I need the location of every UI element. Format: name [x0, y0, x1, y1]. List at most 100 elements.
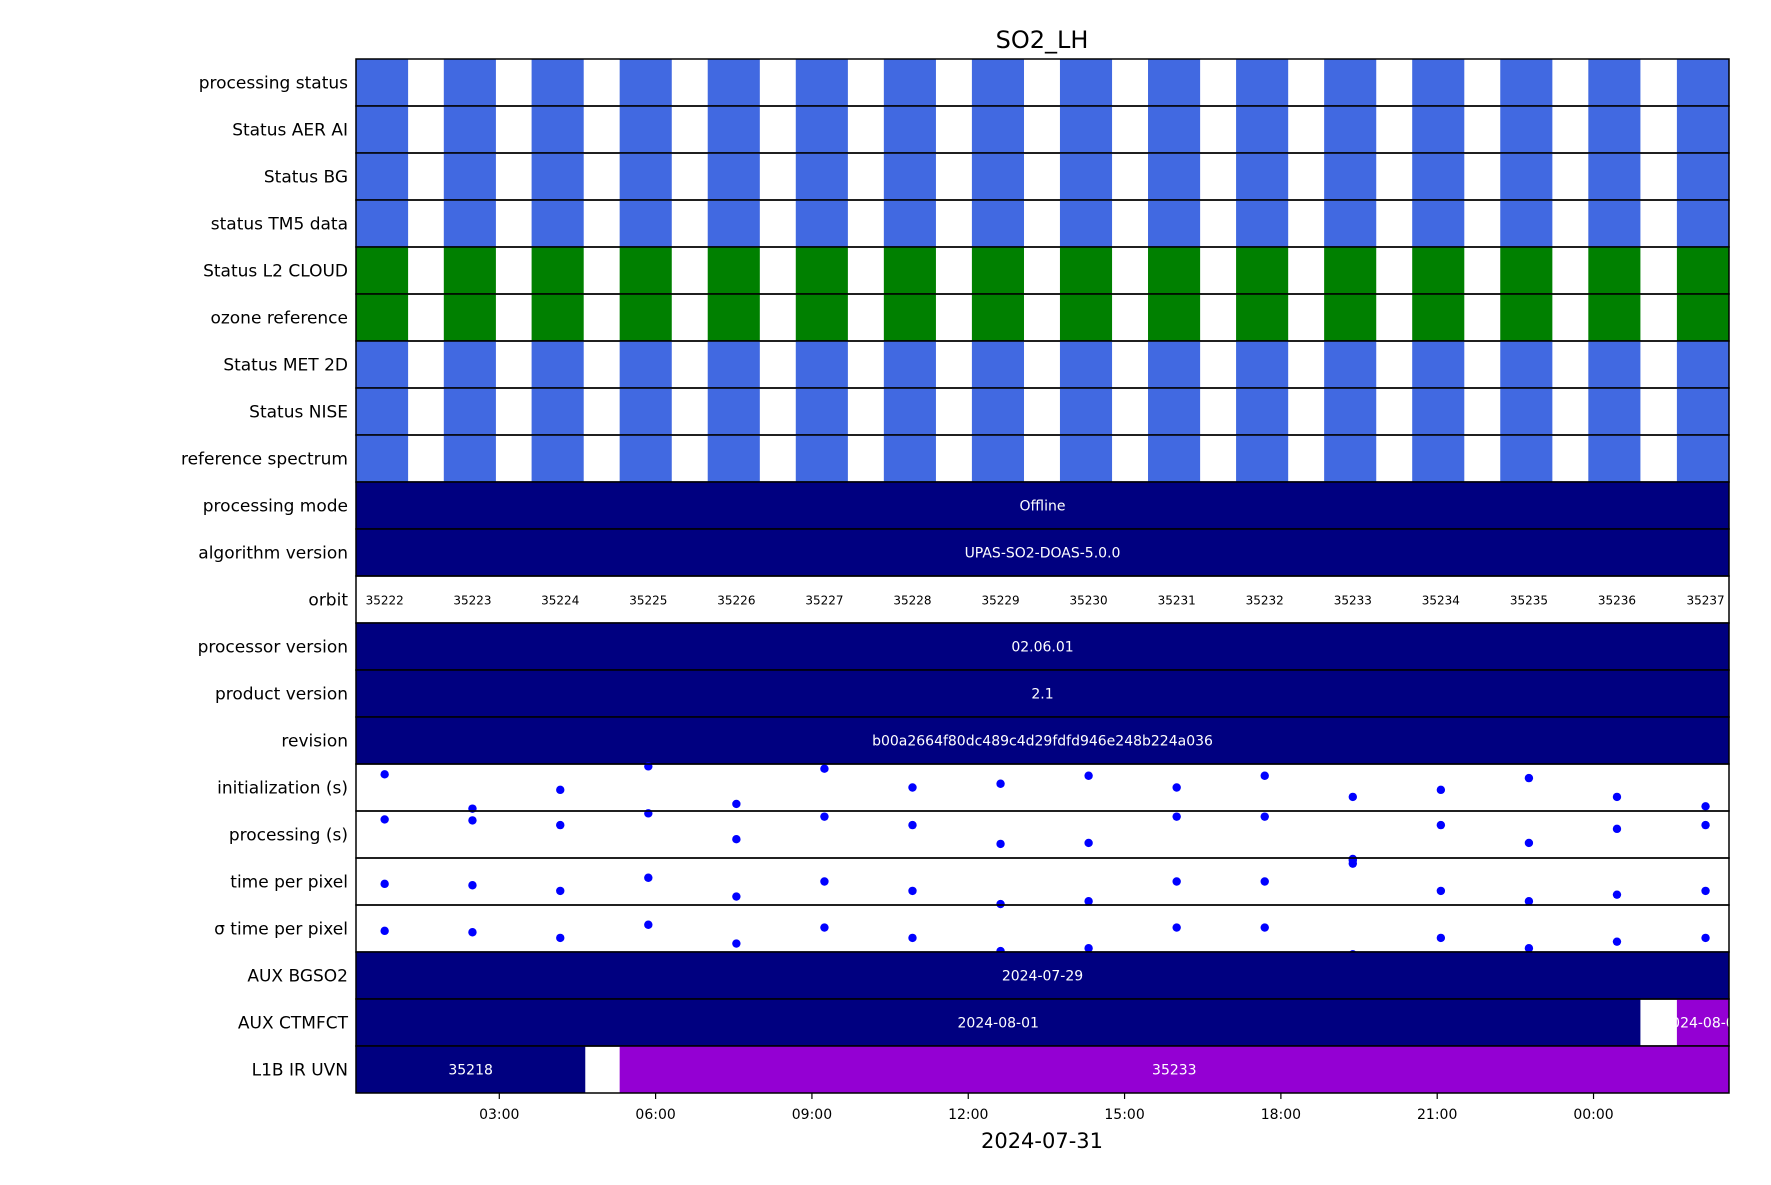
status-block-status-aer-ai: [1059, 106, 1113, 153]
status-block-status-aer-ai: [707, 106, 760, 153]
data-point-time-per-pixel: [1524, 897, 1534, 906]
data-point-initialization-s: [908, 783, 917, 792]
status-block-status-tm5-data: [1324, 200, 1377, 247]
data-point-time-per-pixel: [908, 933, 917, 943]
status-block-reference-spectrum: [1236, 435, 1289, 482]
data-point-processing-s: [468, 816, 477, 825]
status-block-processing-status: [1148, 59, 1201, 106]
status-block-status-bg: [1059, 153, 1113, 200]
data-point-time-per-pixel: [820, 923, 829, 932]
status-block-status-nise: [1059, 388, 1113, 435]
data-point-processing-s: [1084, 838, 1093, 848]
status-block-status-nise: [1412, 388, 1465, 435]
status-block-status-nise: [1148, 388, 1201, 435]
x-tick-label: 06:00: [635, 1107, 675, 1123]
status-block-ozone-reference: [531, 294, 584, 341]
span-label-revision: b00a2664f80dc489c4d29fdfd946e248b224a036: [872, 734, 1213, 750]
data-point-time-per-pixel: [1260, 877, 1269, 886]
row-label-processing-status: processing status: [199, 74, 348, 94]
status-block-status-l2-cloud: [1412, 247, 1465, 294]
status-block-status-l2-cloud: [1676, 247, 1729, 294]
status-block-status-met-2d: [1324, 341, 1377, 388]
data-point-initialization-s: [1172, 783, 1181, 792]
span-segment-product-version: [356, 670, 1729, 717]
span-label-aux-ctmfct: 2024-08-01: [958, 1016, 1039, 1032]
status-block-status-met-2d: [971, 341, 1025, 388]
data-point-time-per-pixel: [732, 892, 741, 901]
status-block-processing-status: [1324, 59, 1377, 106]
row-label-aux-bgso2: AUX BGSO2: [247, 967, 348, 987]
status-block-status-nise: [883, 388, 936, 435]
status-block-status-l2-cloud: [1236, 247, 1289, 294]
x-tick-label: 09:00: [792, 1107, 832, 1123]
status-block-status-met-2d: [1412, 341, 1465, 388]
row-label-status-l2-cloud: Status L2 CLOUD: [203, 262, 348, 282]
status-block-status-l2-cloud: [619, 247, 672, 294]
span-label-algorithm-version: UPAS-SO2-DOAS-5.0.0: [965, 546, 1121, 562]
status-block-status-tm5-data: [619, 200, 672, 247]
status-block-ozone-reference: [1588, 294, 1641, 341]
status-block-status-tm5-data: [1412, 200, 1465, 247]
status-block-ozone-reference: [619, 294, 672, 341]
orbit-number-label: 35231: [1158, 594, 1196, 608]
orbit-number-label: 35235: [1510, 594, 1548, 608]
orbit-number-label: 35229: [981, 594, 1019, 608]
status-block-status-nise: [1500, 388, 1553, 435]
status-block-reference-spectrum: [531, 435, 584, 482]
x-tick-label: 15:00: [1104, 1107, 1144, 1123]
span-label-aux-ctmfct: 2024-08-02: [1662, 1016, 1743, 1032]
status-block-status-nise: [443, 388, 496, 435]
data-point-processing-s: [996, 839, 1005, 849]
status-block-ozone-reference: [1059, 294, 1113, 341]
status-block-status-l2-cloud: [1148, 247, 1201, 294]
orbit-number-label: 35234: [1422, 594, 1460, 608]
x-tick-label: 18:00: [1261, 1107, 1301, 1123]
row-label-status-nise: Status NISE: [249, 403, 348, 423]
status-block-reference-spectrum: [707, 435, 760, 482]
status-block-status-aer-ai: [443, 106, 496, 153]
status-block-status-aer-ai: [531, 106, 584, 153]
row-label-initialization-s: initialization (s): [217, 779, 348, 799]
row-label-l1b-ir-uvn: L1B IR UVN: [252, 1061, 348, 1081]
orbit-number-label: 35236: [1598, 594, 1636, 608]
row-label-status-tm5-data: status TM5 data: [211, 215, 348, 235]
data-point-time-per-pixel: [1701, 886, 1710, 896]
status-block-status-bg: [1324, 153, 1377, 200]
status-block-processing-status: [356, 59, 409, 106]
status-block-status-tm5-data: [531, 200, 584, 247]
data-point-initialization-s: [1084, 771, 1093, 780]
data-point-time-per-pixel: [908, 886, 917, 896]
status-block-status-nise: [971, 388, 1025, 435]
data-point-initialization-s: [1524, 773, 1534, 783]
data-point-processing-s: [1701, 820, 1710, 830]
data-point-time-per-pixel: [1612, 937, 1622, 946]
status-block-status-bg: [1148, 153, 1201, 200]
status-block-status-met-2d: [1236, 341, 1289, 388]
row-label-product-version: product version: [215, 685, 348, 705]
span-segment-l1b-ir-uvn: [356, 1046, 586, 1093]
orbit-number-label: 35226: [717, 594, 755, 608]
row-label-processor-version: processor version: [198, 638, 348, 658]
span-label-l1b-ir-uvn: 35233: [1152, 1063, 1197, 1079]
orbit-number-label: 35227: [805, 594, 843, 608]
data-point-time-per-pixel: [732, 939, 741, 948]
data-point-processing-s: [1260, 812, 1269, 821]
data-point-initialization-s: [556, 785, 565, 795]
data-point-initialization-s: [1260, 771, 1269, 780]
data-point-time-per-pixel: [1612, 890, 1622, 899]
row-label-orbit: orbit: [308, 591, 348, 611]
status-block-processing-status: [795, 59, 848, 106]
x-tick-label: 21:00: [1417, 1107, 1457, 1123]
data-point-processing-s: [820, 812, 829, 821]
span-segment-processor-version: [356, 623, 1729, 670]
status-block-status-met-2d: [619, 341, 672, 388]
status-block-processing-status: [619, 59, 672, 106]
status-block-status-tm5-data: [1500, 200, 1553, 247]
status-block-ozone-reference: [443, 294, 496, 341]
status-block-ozone-reference: [1676, 294, 1729, 341]
status-block-status-bg: [1500, 153, 1553, 200]
status-block-status-l2-cloud: [531, 247, 584, 294]
status-block-status-l2-cloud: [1324, 247, 1377, 294]
row-frame-l1b-ir-uvn: [355, 1045, 1730, 1094]
span-label-processor-version: 02.06.01: [1011, 640, 1073, 656]
